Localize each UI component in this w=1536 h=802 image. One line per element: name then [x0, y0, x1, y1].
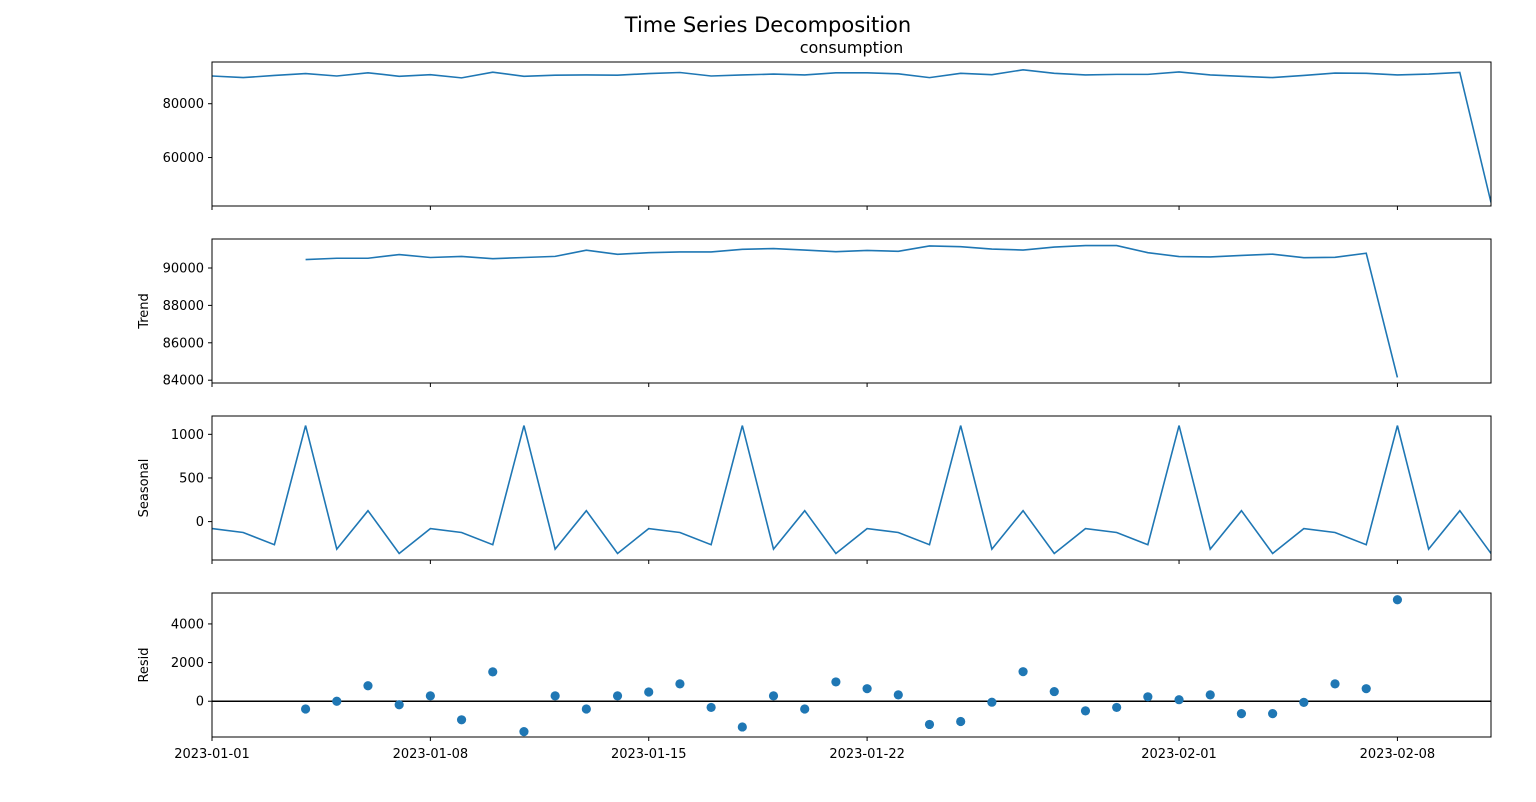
ytick-label-resid-2: 4000	[171, 617, 204, 632]
resid-point-2	[363, 681, 373, 691]
ytick-label-trend-2: 88000	[163, 299, 204, 314]
xtick-label-1: 2023-01-08	[393, 747, 469, 762]
resid-point-3	[394, 700, 404, 710]
ytick-label-observed-0: 60000	[163, 151, 204, 166]
resid-point-22	[987, 697, 997, 707]
xtick-label-4: 2023-02-01	[1141, 747, 1217, 762]
xtick-label-5: 2023-02-08	[1360, 747, 1436, 762]
resid-point-33	[1330, 679, 1340, 689]
ytick-label-resid-1: 2000	[171, 656, 204, 671]
axes-frame-seasonal	[211, 415, 1492, 561]
resid-point-30	[1236, 709, 1247, 719]
resid-point-17	[831, 677, 841, 687]
ylabel-resid: Resid	[137, 647, 152, 682]
resid-point-21	[956, 716, 966, 727]
resid-point-14	[737, 722, 747, 732]
panel-seasonal: Seasonal 0 500 1000	[137, 415, 1492, 564]
resid-point-32	[1299, 697, 1309, 708]
resid-point-27	[1143, 692, 1153, 702]
axes-frame-observed	[211, 61, 1492, 207]
xtick-label-2: 2023-01-15	[611, 747, 687, 762]
resid-point-4	[425, 691, 435, 701]
resid-point-20	[924, 719, 935, 730]
resid-point-13	[706, 702, 716, 713]
resid-point-29	[1205, 690, 1215, 700]
resid-point-6	[488, 667, 498, 677]
ytick-label-seasonal-1: 500	[179, 471, 204, 486]
panel-resid: Resid 0 2000 4000 2023-01-01 2023-01-08 2023-0…	[137, 592, 1492, 762]
resid-point-25	[1080, 706, 1091, 716]
ytick-label-trend-3: 90000	[163, 261, 204, 276]
xtick-label-0: 2023-01-01	[174, 747, 250, 762]
resid-point-28	[1174, 695, 1184, 705]
panel-observed: consumption 60000 80000	[163, 38, 1492, 210]
ytick-label-seasonal-2: 1000	[171, 428, 204, 443]
ytick-label-resid-0: 0	[196, 695, 204, 710]
panel-subtitle-observed: consumption	[800, 38, 904, 57]
resid-point-35	[1392, 595, 1403, 605]
resid-point-26	[1112, 702, 1122, 713]
axes-frame-trend	[211, 238, 1492, 384]
resid-point-19	[893, 690, 903, 700]
ylabel-seasonal: Seasonal	[137, 459, 152, 518]
resid-point-7	[519, 726, 529, 737]
ytick-label-trend-0: 84000	[163, 374, 204, 389]
resid-point-0	[300, 704, 311, 714]
resid-point-31	[1268, 709, 1278, 719]
resid-point-1	[332, 696, 342, 706]
ytick-label-trend-1: 86000	[163, 336, 204, 351]
panels-group: consumption 60000 80000 Trend 84000 86000 8800…	[137, 38, 1492, 762]
resid-point-11	[644, 687, 654, 697]
series-line-seasonal	[212, 425, 1491, 555]
resid-point-9	[581, 704, 591, 714]
resid-point-15	[768, 691, 779, 701]
resid-point-18	[862, 684, 872, 694]
xtick-label-3: 2023-01-22	[829, 747, 905, 762]
resid-point-24	[1049, 686, 1059, 697]
resid-point-5	[456, 715, 467, 725]
ylabel-trend: Trend	[137, 293, 152, 330]
panel-trend: Trend 84000 86000 88000 90000	[137, 238, 1492, 389]
ytick-label-seasonal-0: 0	[196, 515, 204, 530]
series-line-trend	[305, 244, 1399, 378]
resid-point-10	[612, 691, 623, 701]
resid-point-34	[1361, 684, 1371, 694]
resid-point-8	[550, 691, 560, 701]
resid-point-23	[1018, 667, 1028, 677]
axes-frame-resid	[211, 592, 1492, 738]
resid-point-12	[675, 679, 685, 689]
series-line-observed	[212, 69, 1491, 203]
chart-title: Time Series Decomposition	[624, 13, 911, 37]
ytick-label-observed-1: 80000	[163, 97, 204, 112]
resid-point-16	[800, 704, 810, 714]
